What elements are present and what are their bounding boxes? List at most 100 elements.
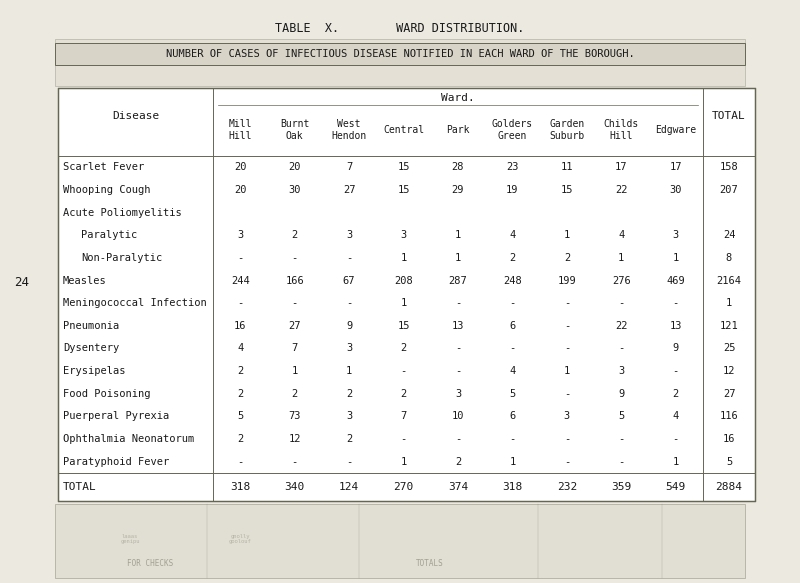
Text: 67: 67 <box>343 276 355 286</box>
Text: 15: 15 <box>561 185 573 195</box>
Text: 11: 11 <box>561 162 573 173</box>
Text: 116: 116 <box>720 412 738 422</box>
Text: Food Poisoning: Food Poisoning <box>63 389 150 399</box>
Text: 28: 28 <box>452 162 464 173</box>
Text: 5: 5 <box>237 412 243 422</box>
Text: 12: 12 <box>289 434 301 444</box>
Text: 2: 2 <box>346 434 352 444</box>
Text: Golders
Green: Golders Green <box>492 119 533 141</box>
Text: 12: 12 <box>722 366 735 376</box>
Text: 17: 17 <box>670 162 682 173</box>
Text: -: - <box>564 456 570 466</box>
Text: 9: 9 <box>346 321 352 331</box>
Bar <box>55 504 745 578</box>
Text: 20: 20 <box>289 162 301 173</box>
Text: -: - <box>618 298 625 308</box>
Text: 16: 16 <box>722 434 735 444</box>
Text: 1: 1 <box>618 253 625 263</box>
Text: 22: 22 <box>615 185 627 195</box>
Text: -: - <box>564 298 570 308</box>
Text: 318: 318 <box>502 482 522 492</box>
Text: -: - <box>673 298 679 308</box>
Text: -: - <box>510 298 515 308</box>
Text: NUMBER OF CASES OF INFECTIOUS DISEASE NOTIFIED IN EACH WARD OF THE BOROUGH.: NUMBER OF CASES OF INFECTIOUS DISEASE NO… <box>166 49 634 59</box>
Text: 2: 2 <box>346 389 352 399</box>
Text: -: - <box>346 253 352 263</box>
Text: -: - <box>237 456 243 466</box>
Text: 207: 207 <box>720 185 738 195</box>
Text: TOTALS: TOTALS <box>416 559 444 567</box>
Text: Whooping Cough: Whooping Cough <box>63 185 150 195</box>
Text: 16: 16 <box>234 321 246 331</box>
Text: Paratyphoid Fever: Paratyphoid Fever <box>63 456 170 466</box>
Text: Central: Central <box>383 125 424 135</box>
Text: 13: 13 <box>452 321 464 331</box>
Text: 27: 27 <box>289 321 301 331</box>
Text: 1: 1 <box>401 456 406 466</box>
Text: 29: 29 <box>452 185 464 195</box>
Text: 1: 1 <box>455 253 461 263</box>
Text: Disease: Disease <box>112 111 159 121</box>
Text: 30: 30 <box>670 185 682 195</box>
Text: 24: 24 <box>14 276 30 290</box>
Text: 15: 15 <box>398 162 410 173</box>
Text: Scarlet Fever: Scarlet Fever <box>63 162 144 173</box>
Text: -: - <box>237 298 243 308</box>
Text: 20: 20 <box>234 185 246 195</box>
Text: 121: 121 <box>720 321 738 331</box>
Text: -: - <box>564 434 570 444</box>
Text: Non-Paralytic: Non-Paralytic <box>81 253 162 263</box>
Text: -: - <box>346 298 352 308</box>
Text: 124: 124 <box>339 482 359 492</box>
Text: -: - <box>401 366 406 376</box>
Text: -: - <box>564 389 570 399</box>
Text: 13: 13 <box>670 321 682 331</box>
Text: 248: 248 <box>503 276 522 286</box>
Text: Ophthalmia Neonatorum: Ophthalmia Neonatorum <box>63 434 194 444</box>
Text: Meningococcal Infection: Meningococcal Infection <box>63 298 206 308</box>
Bar <box>58 88 755 501</box>
Text: 5: 5 <box>726 456 732 466</box>
Text: Erysipelas: Erysipelas <box>63 366 126 376</box>
Text: 1: 1 <box>346 366 352 376</box>
Text: 3: 3 <box>455 389 461 399</box>
Text: 15: 15 <box>398 321 410 331</box>
Text: FOR CHECKS: FOR CHECKS <box>127 559 173 567</box>
Text: 2: 2 <box>510 253 515 263</box>
Text: 10: 10 <box>452 412 464 422</box>
Text: 469: 469 <box>666 276 685 286</box>
Text: 2: 2 <box>401 343 406 353</box>
Text: 15: 15 <box>398 185 410 195</box>
Text: -: - <box>673 366 679 376</box>
Text: -: - <box>291 298 298 308</box>
Text: 4: 4 <box>673 412 679 422</box>
Text: -: - <box>673 434 679 444</box>
Text: 244: 244 <box>231 276 250 286</box>
Text: 199: 199 <box>558 276 576 286</box>
Text: 3: 3 <box>401 230 406 240</box>
Text: Pneumonia: Pneumonia <box>63 321 119 331</box>
Text: -: - <box>455 366 461 376</box>
Text: 3: 3 <box>237 230 243 240</box>
Text: 549: 549 <box>666 482 686 492</box>
Text: Childs
Hill: Childs Hill <box>604 119 639 141</box>
Text: 208: 208 <box>394 276 413 286</box>
Text: -: - <box>455 434 461 444</box>
Text: -: - <box>346 456 352 466</box>
Text: Puerperal Pyrexia: Puerperal Pyrexia <box>63 412 170 422</box>
Bar <box>55 43 745 65</box>
Text: 2: 2 <box>237 434 243 444</box>
Text: 7: 7 <box>346 162 352 173</box>
Text: 1: 1 <box>510 456 515 466</box>
Text: 6: 6 <box>510 412 515 422</box>
Text: 1: 1 <box>564 230 570 240</box>
Text: TOTAL: TOTAL <box>63 482 97 492</box>
Text: Garden
Suburb: Garden Suburb <box>550 119 585 141</box>
Text: 25: 25 <box>722 343 735 353</box>
Text: 17: 17 <box>615 162 627 173</box>
Text: 2: 2 <box>673 389 679 399</box>
Text: 2884: 2884 <box>715 482 742 492</box>
Text: 4: 4 <box>618 230 625 240</box>
Text: 1: 1 <box>455 230 461 240</box>
Text: -: - <box>618 343 625 353</box>
